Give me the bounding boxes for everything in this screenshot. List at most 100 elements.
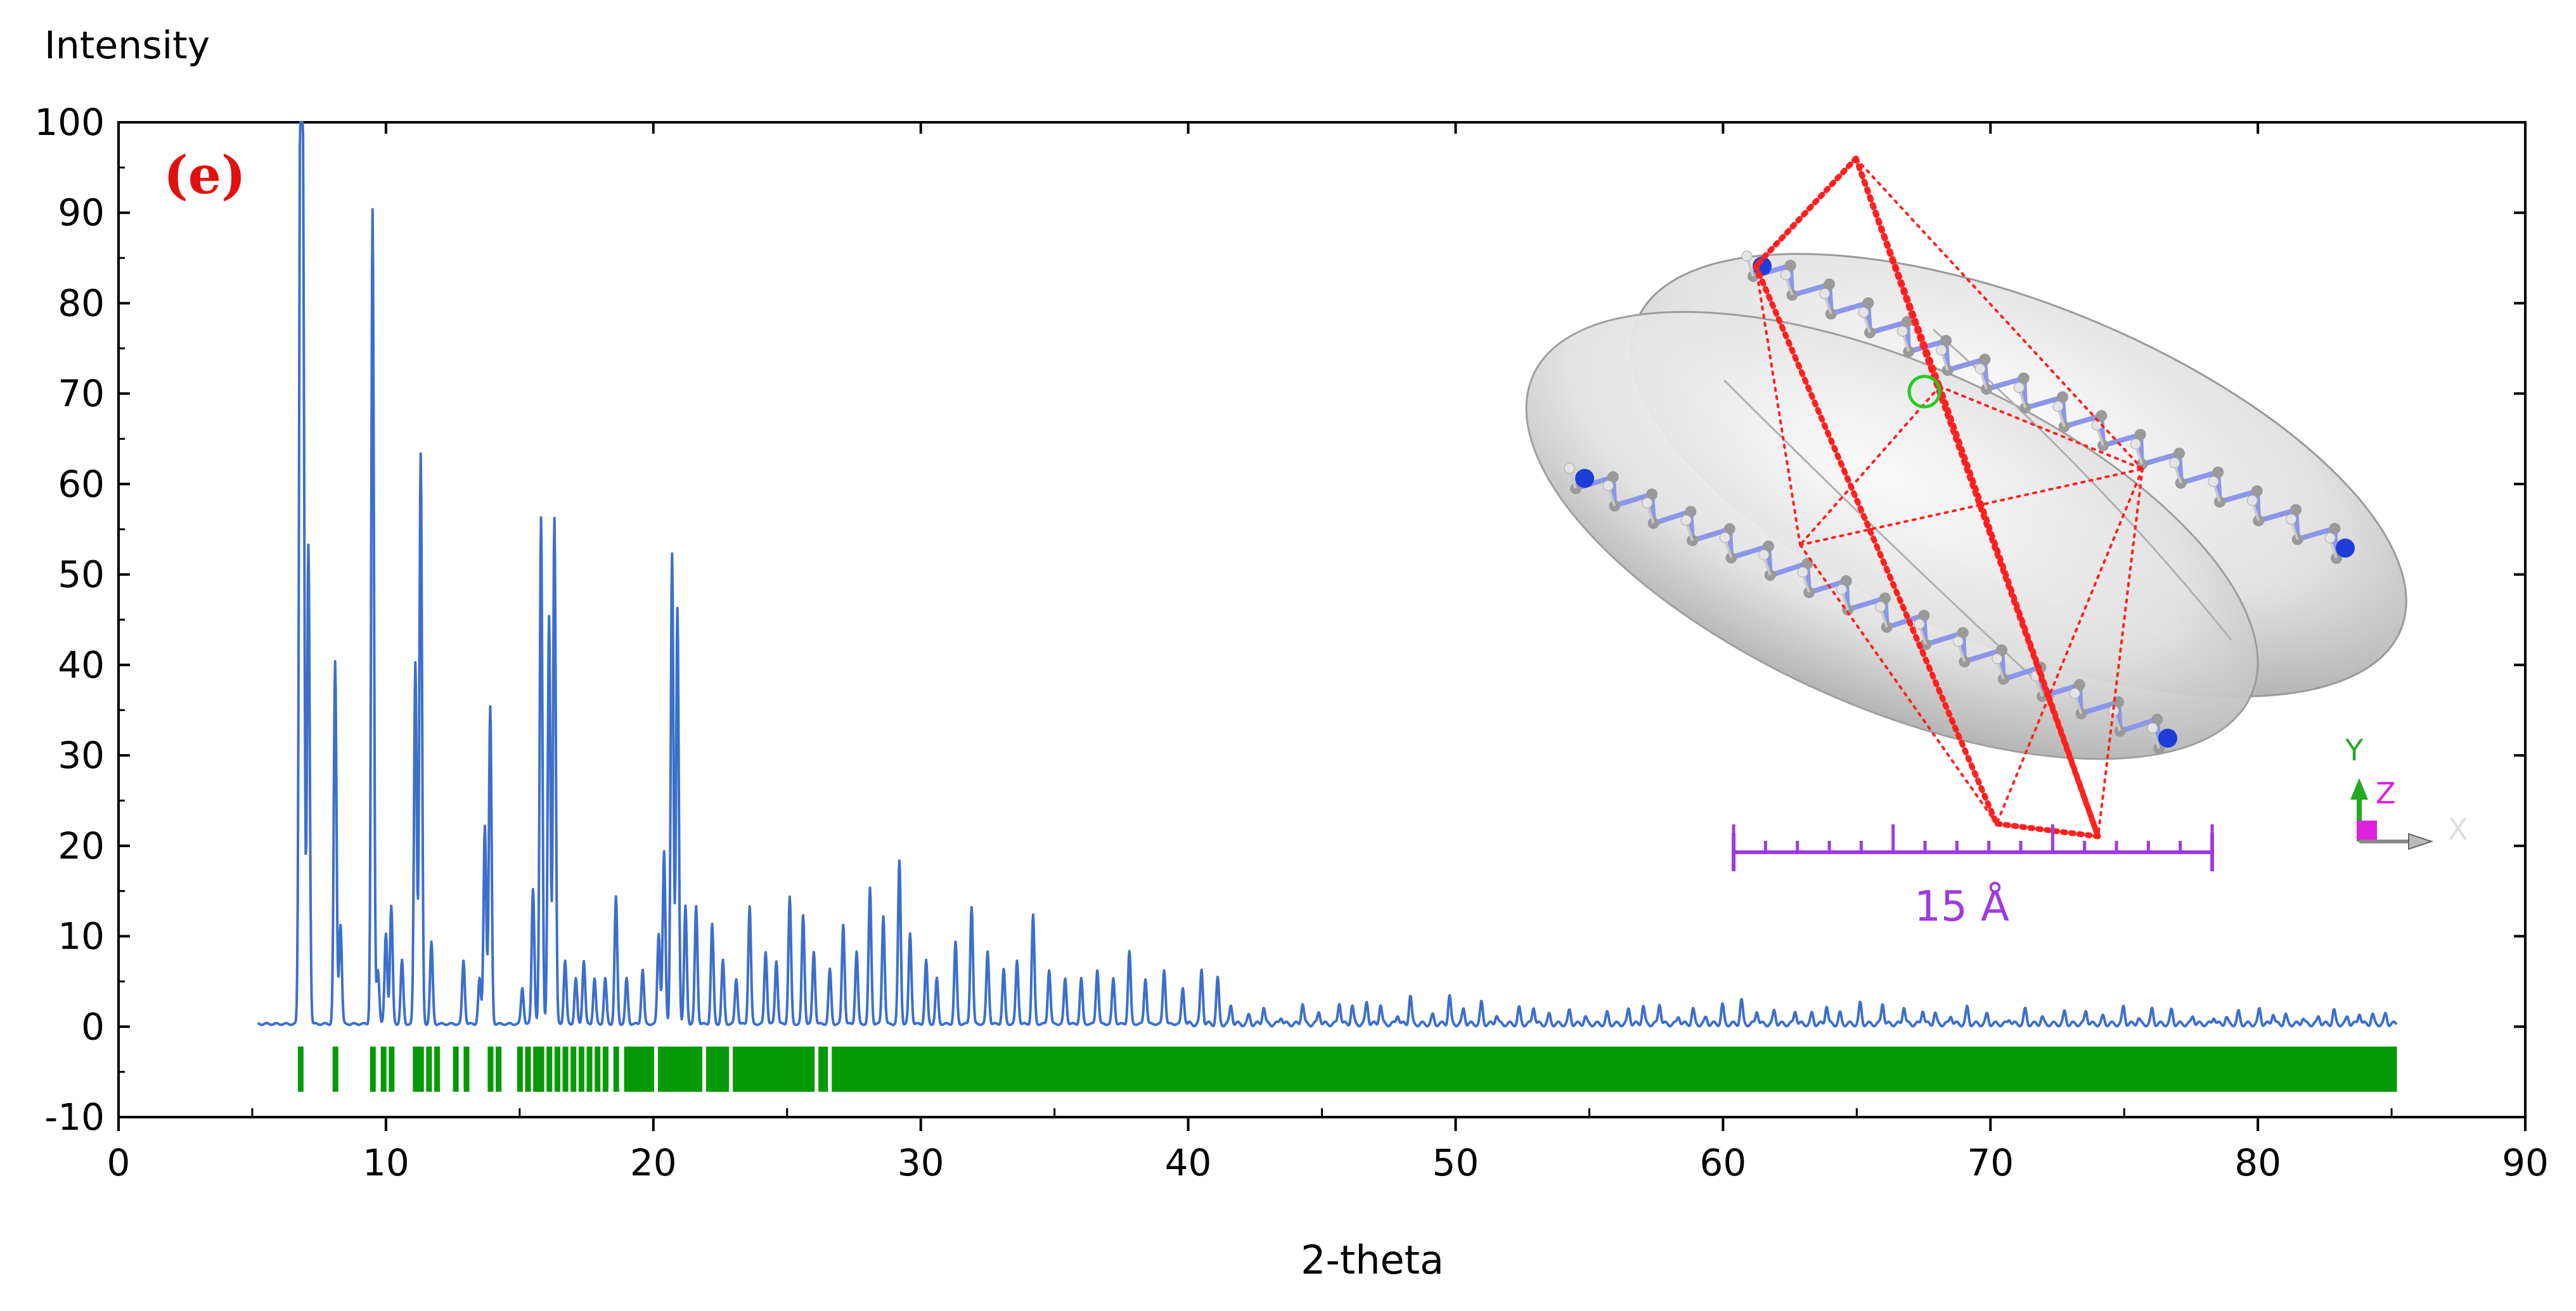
molecule-atom [2251, 485, 2263, 497]
molecule-atom [2096, 410, 2108, 422]
nitrogen-atom [2336, 539, 2355, 558]
reflection-tick [297, 1046, 304, 1092]
unit-cell-edge [1995, 468, 2144, 825]
molecule-atom [1862, 297, 1874, 309]
reflection-band [626, 1046, 2397, 1092]
molecule-atom [1979, 354, 1991, 366]
reflection-tick [453, 1046, 459, 1092]
unit-cell-edge [1936, 383, 2101, 840]
y-tick-label: 90 [58, 191, 105, 234]
hydrogen-atom [1936, 344, 1947, 355]
diffraction-pattern-line [257, 121, 2398, 1028]
panel-label: (e) [164, 145, 246, 206]
hydrogen-atom [1897, 326, 1908, 337]
reflection-tick [332, 1046, 338, 1092]
reflection-tick [595, 1046, 601, 1092]
unit-cell-edge [2097, 468, 2144, 838]
molecule-ellipsoid-front [1525, 310, 2259, 760]
reflection-tick [602, 1046, 609, 1092]
molecule-atom [1646, 489, 1658, 500]
hydrogen-atom [1875, 601, 1886, 613]
hydrogen-atom [2246, 495, 2258, 506]
y-tick-label: 20 [58, 824, 105, 867]
x-tick-label: 50 [1433, 1141, 1479, 1184]
reflection-tick [525, 1046, 531, 1092]
molecule-atom [1784, 259, 1796, 271]
unit-cell-edge [1753, 263, 2000, 827]
molecule-chain-b [1741, 250, 2355, 564]
molecule-atom [2073, 679, 2085, 691]
reflection-gap [654, 1046, 658, 1092]
x-tick-label: 0 [107, 1141, 131, 1184]
reflection-tick [538, 1046, 544, 1092]
unit-cell-edge [1755, 265, 1801, 546]
hydrogen-atom [1819, 288, 1831, 299]
unit-cell-outline [1753, 155, 2144, 840]
x-tick-label: 40 [1165, 1141, 1212, 1184]
reflection-tick [426, 1046, 432, 1092]
y-tick-label: 70 [58, 372, 105, 415]
x-tick-label: 60 [1699, 1141, 1746, 1184]
hydrogen-atom [1642, 497, 1653, 509]
axis-x-label: X [2448, 812, 2468, 847]
x-tick-label: 90 [2502, 1141, 2549, 1184]
origin-marker [1907, 374, 1942, 409]
hydrogen-atom [1741, 250, 1753, 262]
reflection-tick [546, 1046, 553, 1092]
x-tick-label: 10 [363, 1141, 409, 1184]
hydrogen-atom [1974, 363, 1986, 374]
axis-triad: Y Z X [2345, 733, 2468, 850]
hydrogen-atom [1719, 532, 1730, 543]
reflection-gap [828, 1046, 832, 1092]
hydrogen-atom [2208, 476, 2219, 487]
hydrogen-atom [1858, 307, 1869, 318]
molecule-atom [1723, 523, 1736, 535]
reflection-ticks [297, 1046, 2397, 1092]
hydrogen-atom [2147, 722, 2158, 734]
x-tick-label: 80 [2234, 1141, 2281, 1184]
hydrogen-atom [1952, 636, 1964, 647]
molecule-atom [2174, 447, 2185, 459]
molecule-atom [1901, 316, 1913, 328]
molecule-atom [2057, 391, 2068, 403]
unit-cell-edge [1853, 155, 1943, 390]
molecule-atom [2134, 428, 2146, 440]
axis-z-label: Z [2376, 776, 2396, 810]
y-axis-label: Intensity [44, 23, 210, 68]
molecule-chain-a [1564, 463, 2177, 754]
x-axis-label: 2-theta [1301, 1237, 1444, 1283]
y-tick-label: 80 [58, 281, 105, 324]
hydrogen-atom [2324, 532, 2336, 544]
unit-cell-edge [1799, 544, 1998, 825]
hydrogen-atom [1780, 269, 1791, 281]
molecule-atom [2018, 372, 2030, 384]
reflection-tick [434, 1046, 441, 1092]
molecule-atom [1824, 278, 1835, 290]
hydrogen-atom [1602, 480, 1614, 491]
molecule-atom [1685, 506, 1697, 518]
reflection-tick [380, 1046, 387, 1092]
molecule-atom [1763, 540, 1774, 552]
reflection-tick [418, 1046, 424, 1092]
reflection-tick [413, 1046, 419, 1092]
reflection-tick [533, 1046, 539, 1092]
unit-cell-edge [1799, 468, 2144, 546]
reflection-tick [487, 1046, 494, 1092]
scale-bar-label: 15 Å [1914, 882, 2009, 931]
reflection-gap [702, 1046, 706, 1092]
molecule-atom [2329, 523, 2341, 535]
reflection-tick [613, 1046, 619, 1092]
x-axis: 0 10 20 30 40 50 60 70 80 90 [107, 122, 2549, 1184]
reflection-tick [496, 1046, 502, 1092]
unit-cell-edge [1938, 385, 2144, 470]
y-tick-label: 0 [81, 1005, 105, 1048]
y-tick-label: 50 [58, 553, 105, 596]
hydrogen-atom [2052, 400, 2064, 412]
y-tick-label: 100 [34, 101, 105, 144]
reflection-tick [370, 1046, 376, 1092]
molecule-atom [1918, 610, 1930, 622]
x-tick-label: 30 [898, 1141, 944, 1184]
